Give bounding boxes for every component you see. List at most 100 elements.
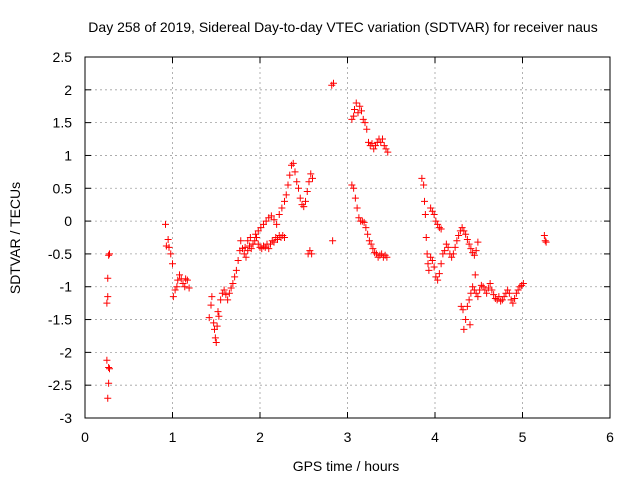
data-point bbox=[355, 214, 363, 222]
data-point bbox=[435, 270, 443, 278]
data-point bbox=[352, 99, 360, 107]
data-point bbox=[432, 273, 440, 281]
data-point bbox=[497, 297, 505, 305]
data-point bbox=[465, 296, 473, 304]
data-point bbox=[169, 293, 177, 301]
data-point bbox=[220, 286, 228, 294]
x-axis-label: GPS time / hours bbox=[293, 458, 400, 474]
data-point bbox=[384, 148, 392, 156]
data-point bbox=[222, 291, 230, 299]
data-point bbox=[176, 271, 183, 279]
data-point bbox=[420, 181, 428, 189]
data-point bbox=[215, 312, 223, 320]
data-point bbox=[423, 250, 431, 258]
y-tick-label: -1 bbox=[60, 279, 73, 295]
data-point bbox=[351, 106, 358, 114]
data-point bbox=[210, 319, 218, 327]
data-point bbox=[185, 284, 193, 292]
y-tick-label: -2 bbox=[60, 344, 73, 360]
data-point bbox=[472, 247, 480, 255]
data-point bbox=[453, 237, 461, 245]
data-point bbox=[428, 207, 436, 215]
data-point bbox=[247, 245, 255, 253]
data-point bbox=[275, 211, 283, 219]
y-tick-label: -1.5 bbox=[48, 312, 72, 328]
data-point bbox=[434, 220, 442, 228]
data-point bbox=[365, 237, 373, 245]
data-point bbox=[307, 170, 315, 178]
data-point bbox=[179, 279, 187, 287]
data-point bbox=[306, 247, 314, 255]
x-tick-label: 1 bbox=[169, 429, 177, 445]
data-point bbox=[367, 240, 375, 248]
data-point bbox=[270, 216, 278, 224]
data-point bbox=[516, 283, 524, 291]
y-tick-label: -0.5 bbox=[48, 246, 72, 262]
data-point bbox=[371, 249, 379, 257]
data-point bbox=[441, 247, 449, 255]
y-tick-label: 1.5 bbox=[53, 115, 73, 131]
data-point bbox=[542, 238, 550, 246]
y-tick-label: 0.5 bbox=[53, 180, 73, 196]
data-point bbox=[329, 237, 337, 245]
data-point bbox=[261, 243, 269, 251]
data-point bbox=[462, 230, 470, 238]
data-point bbox=[356, 102, 364, 110]
data-point bbox=[365, 138, 372, 146]
data-point bbox=[498, 296, 506, 304]
data-point bbox=[451, 243, 459, 251]
data-point bbox=[437, 225, 445, 233]
data-point bbox=[289, 159, 297, 167]
data-point bbox=[483, 289, 491, 297]
data-point bbox=[459, 306, 467, 314]
data-point bbox=[444, 243, 452, 251]
data-point bbox=[448, 253, 456, 261]
data-point bbox=[458, 224, 466, 232]
data-point bbox=[457, 302, 465, 310]
data-point bbox=[205, 314, 213, 322]
grid bbox=[85, 57, 610, 418]
data-point bbox=[507, 296, 515, 304]
x-tick-label: 6 bbox=[606, 429, 614, 445]
data-point bbox=[362, 224, 370, 232]
data-point bbox=[106, 250, 113, 258]
data-point bbox=[104, 394, 112, 402]
data-point bbox=[432, 217, 440, 225]
data-point bbox=[214, 308, 222, 316]
data-point bbox=[232, 266, 240, 274]
data-point bbox=[439, 250, 447, 258]
data-point bbox=[449, 250, 457, 258]
data-point bbox=[281, 234, 288, 241]
data-point bbox=[470, 251, 478, 259]
data-point bbox=[173, 283, 181, 291]
data-point bbox=[291, 168, 299, 176]
data-point bbox=[471, 271, 479, 279]
data-point bbox=[519, 279, 527, 287]
data-point bbox=[104, 293, 112, 301]
data-point bbox=[302, 197, 309, 205]
data-point bbox=[103, 299, 111, 307]
data-point bbox=[465, 240, 473, 248]
data-point bbox=[541, 237, 549, 245]
data-point bbox=[182, 275, 190, 283]
data-point bbox=[253, 234, 260, 241]
data-point bbox=[281, 197, 288, 205]
data-point bbox=[162, 220, 169, 228]
data-point bbox=[165, 243, 173, 251]
data-point bbox=[467, 245, 475, 253]
data-point bbox=[278, 204, 286, 212]
data-point bbox=[462, 316, 470, 324]
data-point bbox=[308, 250, 316, 258]
data-point bbox=[358, 217, 366, 225]
data-point bbox=[437, 260, 445, 268]
chart-title: Day 258 of 2019, Sidereal Day-to-day VTE… bbox=[88, 19, 597, 35]
data-point bbox=[505, 289, 513, 297]
data-point bbox=[424, 260, 432, 268]
x-tick-label: 0 bbox=[81, 429, 89, 445]
data-point bbox=[348, 115, 356, 123]
x-tick-label: 2 bbox=[256, 429, 264, 445]
data-point bbox=[251, 237, 259, 245]
data-point bbox=[500, 293, 508, 301]
data-point bbox=[225, 289, 233, 297]
data-point bbox=[434, 276, 442, 284]
